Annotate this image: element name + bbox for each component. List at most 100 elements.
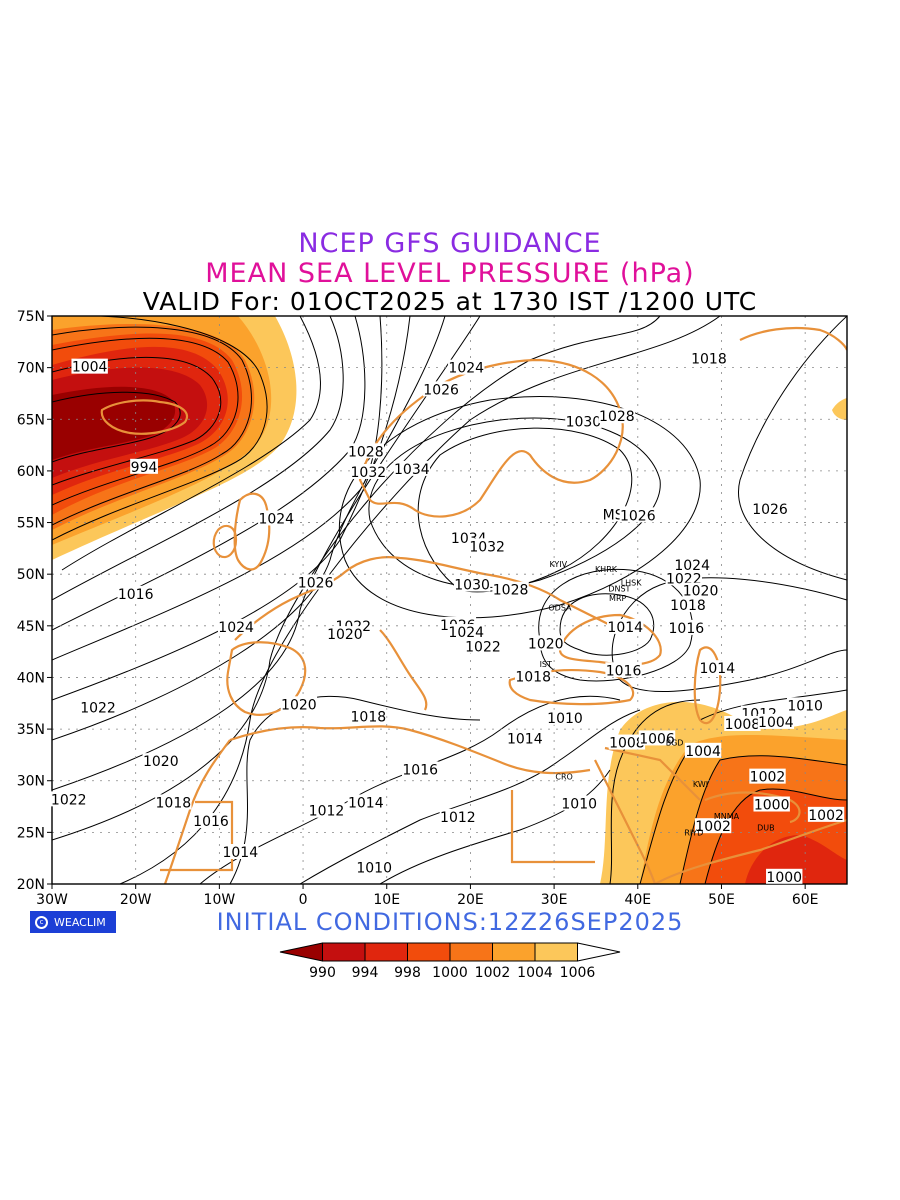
contour-value: 1008	[609, 736, 645, 752]
weaclim-logo: c WEACLIM	[30, 911, 116, 933]
contour-label: 1022	[464, 638, 502, 656]
city-label: RIYD	[684, 828, 703, 837]
isobar	[52, 356, 222, 486]
contour-label-bg	[117, 585, 154, 601]
contour-value: 1002	[808, 808, 844, 824]
contour-label-bg	[402, 761, 439, 777]
contour-value: 1020	[143, 754, 179, 770]
arabia-coast	[654, 818, 847, 884]
contour-value: 1014	[348, 795, 384, 811]
isobar	[52, 316, 411, 701]
legend-value: 990	[309, 965, 336, 981]
legend-swatch	[407, 942, 451, 962]
contour-value: 1010	[356, 861, 392, 877]
lon-tick-label: 30W	[36, 892, 68, 908]
contour-label: 1018	[514, 668, 552, 685]
contour-label: 1010	[355, 859, 393, 877]
contour-label-bg	[280, 696, 318, 712]
lat-tick-label: 20N	[17, 877, 45, 893]
lon-tick-label: 10W	[204, 892, 236, 908]
contour-label-bg	[155, 794, 192, 810]
contour-label-bg	[142, 753, 179, 769]
ne-coast	[739, 326, 847, 351]
contour-label-bg	[217, 618, 255, 634]
contour-label-bg	[561, 795, 598, 811]
lon-tick-label: 50E	[708, 892, 735, 908]
contour-value: 1002	[695, 819, 731, 835]
ireland-coast	[212, 524, 238, 559]
contour-value: 1028	[348, 444, 384, 460]
contour-label: 1010	[546, 709, 584, 727]
contour-label-bg	[668, 619, 705, 635]
contour-label-bg	[464, 638, 502, 654]
contour-label-bg	[258, 510, 295, 526]
contour-value: 1032	[469, 539, 505, 555]
contour-label-bg	[753, 796, 790, 812]
iceland-coast	[100, 399, 188, 435]
contour-label-bg	[682, 582, 719, 598]
contour-value: 1016	[193, 814, 229, 830]
lat-tick-label: 55N	[17, 516, 45, 532]
contour-label-bg	[690, 350, 728, 366]
iberia-coast	[226, 641, 307, 716]
contour-label-bg	[638, 730, 676, 746]
contour-label: 1028	[492, 581, 529, 599]
contour-label: 1000	[766, 868, 803, 886]
contour-label-bg	[514, 668, 552, 684]
contour-value: 1006	[639, 731, 675, 747]
contour-value: 1024	[448, 361, 484, 377]
contour-value: 1024	[258, 511, 294, 527]
city-label: DUB	[757, 823, 775, 832]
lat-tick-label: 40N	[17, 670, 45, 686]
contour-label: 1018	[669, 597, 707, 614]
city-label: MNMA	[714, 812, 740, 821]
contour-label-bg	[749, 768, 786, 784]
lat-tick-label: 25N	[17, 825, 45, 841]
contour-label-bg	[724, 715, 761, 731]
contour-value: 1020	[327, 627, 363, 643]
contour-value: 1014	[607, 620, 643, 636]
contour-value: 1002	[750, 770, 786, 786]
contour-label: 1020	[326, 626, 364, 643]
legend-value: 998	[394, 965, 421, 981]
contour-value: 1008	[725, 717, 761, 733]
contour-label-bg	[347, 794, 385, 810]
contour-label: 1034	[393, 460, 431, 478]
contour-label: 1028	[347, 443, 385, 460]
city-label: MRP	[609, 594, 626, 603]
contour-label: 1020	[527, 635, 564, 652]
legend-swatch	[322, 942, 366, 962]
contour-value: 1016	[402, 762, 438, 778]
logo-label: WEACLIM	[54, 915, 106, 929]
contour-label-bg	[786, 697, 824, 713]
isobar	[704, 788, 847, 884]
contour-label-bg	[619, 507, 656, 523]
isobar	[299, 709, 641, 884]
contour-label: 1016	[192, 813, 230, 830]
title-line-1: NCEP GFS GUIDANCE	[298, 228, 602, 259]
contour-label: 1030	[453, 576, 491, 594]
contour-label-bg	[71, 358, 108, 374]
contour-label-bg	[308, 802, 345, 818]
isobar	[679, 755, 847, 884]
contour-value: 1024	[448, 625, 484, 641]
contour-label-bg	[350, 708, 387, 724]
contour-label: 1014	[222, 844, 259, 861]
north-africa-coast	[229, 725, 591, 775]
shade-990-iceland	[52, 386, 176, 460]
contour-label: 1004	[684, 742, 722, 760]
contour-label-bg	[393, 460, 431, 476]
contour-label-bg	[757, 713, 795, 729]
legend-value: 1004	[517, 965, 553, 981]
contour-label: 1014	[347, 794, 385, 811]
contour-value: 1022	[465, 640, 501, 656]
europe-coast	[234, 556, 621, 641]
contour-label-bg	[751, 501, 789, 517]
contour-label-bg	[608, 734, 646, 750]
city-label: LHSK	[621, 579, 643, 588]
lon-tick-label: 40E	[624, 892, 651, 908]
contour-value: 1016	[118, 587, 154, 603]
contour-label: 1004	[71, 358, 108, 376]
border-line	[510, 790, 595, 864]
